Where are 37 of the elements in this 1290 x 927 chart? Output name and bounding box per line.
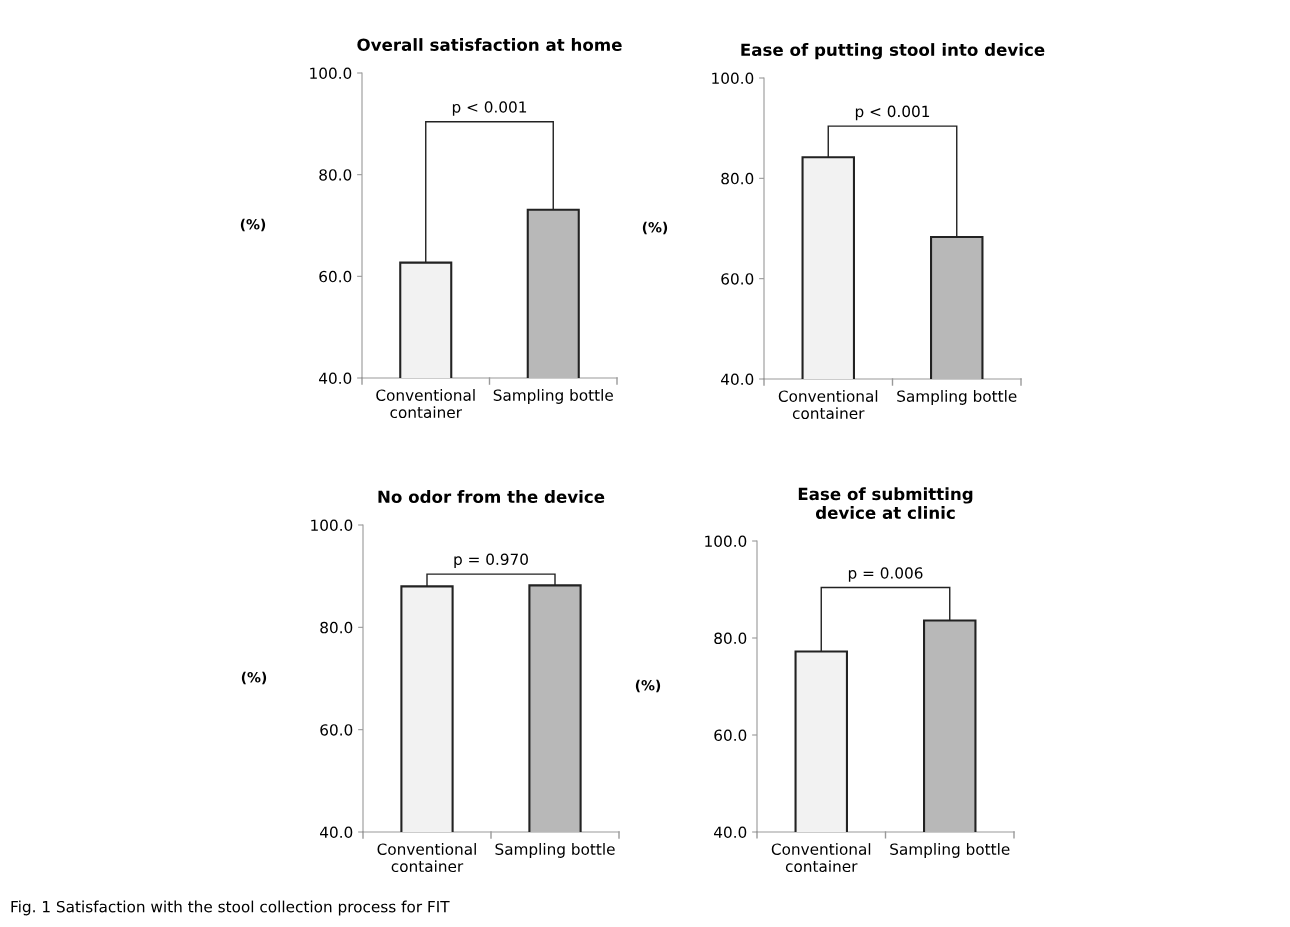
y-axis-title: (%) [241,671,267,685]
y-tick-label: 40.0 [714,826,747,839]
y-tick-label: 100.0 [311,519,353,532]
chart-title: Overall satisfaction at home [357,38,622,52]
y-axis-title: (%) [240,218,266,232]
y-axis-title: (%) [635,679,661,693]
x-tick-label: Sampling bottle [890,843,1010,858]
chart-title: Ease of submitting device at clinic [798,487,973,520]
y-tick-label: 40.0 [721,373,754,386]
x-tick-label: Sampling bottle [495,843,615,858]
y-tick-label: 100.0 [712,72,754,85]
y-tick-label: 80.0 [714,632,747,645]
caption: Fig. 1 Satisfaction with the stool collection process for FIT [11,900,450,916]
y-tick-label: 80.0 [721,172,754,185]
y-tick-label: 40.0 [320,826,353,839]
annotation: p < 0.001 [452,101,527,116]
chart-title: Ease of putting stool into device [741,43,1045,60]
annotation: p = 0.006 [848,567,923,582]
x-tick-label: Conventional container [778,390,878,420]
y-tick-label: 60.0 [320,724,353,736]
x-tick-label: Sampling bottle [897,390,1017,405]
y-tick-label: 80.0 [319,169,352,181]
y-tick-label: 40.0 [319,372,352,385]
y-tick-label: 100.0 [310,67,352,80]
y-tick-label: 80.0 [320,621,353,634]
y-tick-label: 60.0 [714,729,747,742]
x-tick-label: Conventional container [771,843,871,873]
y-tick-label: 100.0 [705,535,747,548]
chart-title: No odor from the device [378,490,605,504]
x-tick-label: Conventional container [376,389,475,419]
x-tick-label: Conventional container [377,843,476,873]
annotation: p < 0.001 [855,105,930,121]
y-tick-label: 60.0 [319,270,352,283]
x-tick-label: Sampling bottle [493,389,613,404]
annotation: p = 0.970 [454,553,528,568]
y-tick-label: 60.0 [721,273,754,285]
y-axis-title: (%) [642,221,668,235]
